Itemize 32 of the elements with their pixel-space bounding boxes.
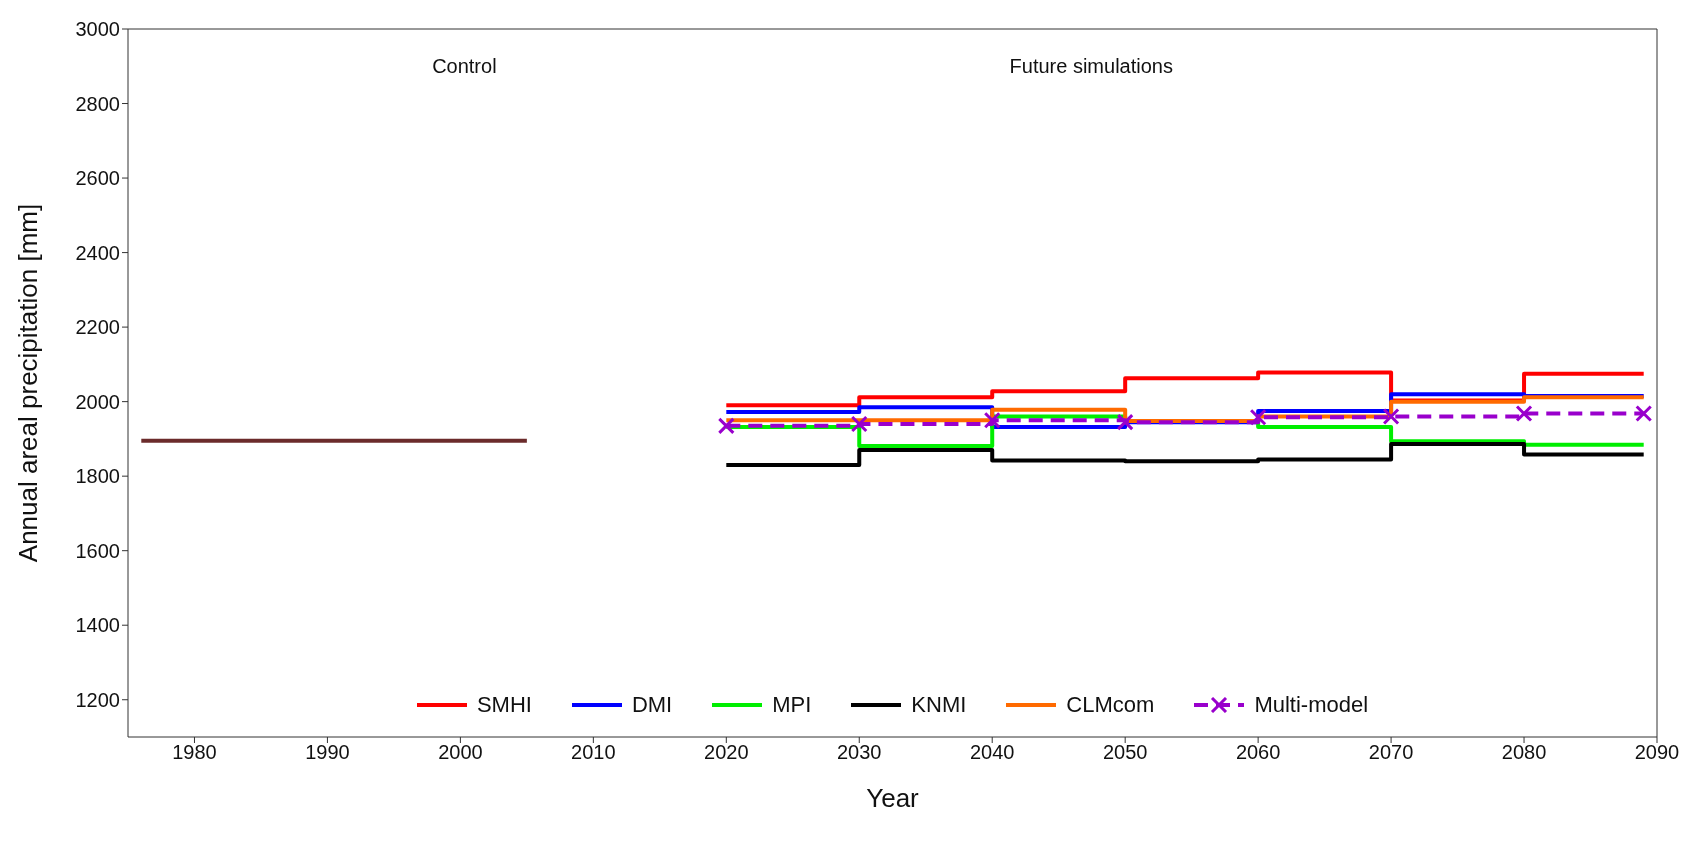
legend-label: MPI (771, 692, 812, 718)
legend-label: SMHI (475, 692, 532, 718)
y-tick-label: 3000 (75, 18, 120, 41)
x-tick-label: 2030 (837, 741, 882, 764)
x-tick-label: 2070 (1368, 741, 1414, 764)
y-tick-label: 1200 (75, 688, 120, 711)
x-tick-label: 2040 (969, 741, 1015, 764)
annotation: Future simulations (1009, 55, 1173, 78)
x-tick-label: 1980 (172, 741, 217, 764)
y-tick-label: 2000 (75, 390, 120, 413)
y-axis-title: Annual areal precipitation [mm] (13, 203, 44, 563)
x-tick-label: 2020 (704, 741, 749, 764)
y-tick-label: 2400 (75, 241, 120, 264)
legend-label: Multi-model (1253, 692, 1369, 718)
y-tick-label: 2200 (75, 316, 120, 339)
x-tick-label: 2000 (438, 741, 483, 764)
y-tick-label: 2800 (75, 92, 120, 115)
legend-label: CLMcom (1065, 692, 1155, 718)
x-tick-label: 2090 (1634, 741, 1680, 764)
x-axis-title: Year (866, 783, 920, 813)
annotation: Control (432, 55, 497, 78)
x-tick-label: 2060 (1235, 741, 1281, 764)
y-tick-label: 2600 (75, 167, 120, 190)
x-tick-label: 2080 (1501, 741, 1547, 764)
y-tick-label: 1800 (75, 465, 120, 488)
legend-label: KNMI (910, 692, 967, 718)
x-tick-label: 2050 (1102, 741, 1148, 764)
y-tick-label: 1600 (75, 539, 120, 562)
legend-label: DMI (630, 692, 673, 718)
x-tick-label: 2010 (571, 741, 616, 764)
y-tick-label: 1400 (75, 614, 120, 637)
x-tick-label: 1990 (305, 741, 350, 764)
